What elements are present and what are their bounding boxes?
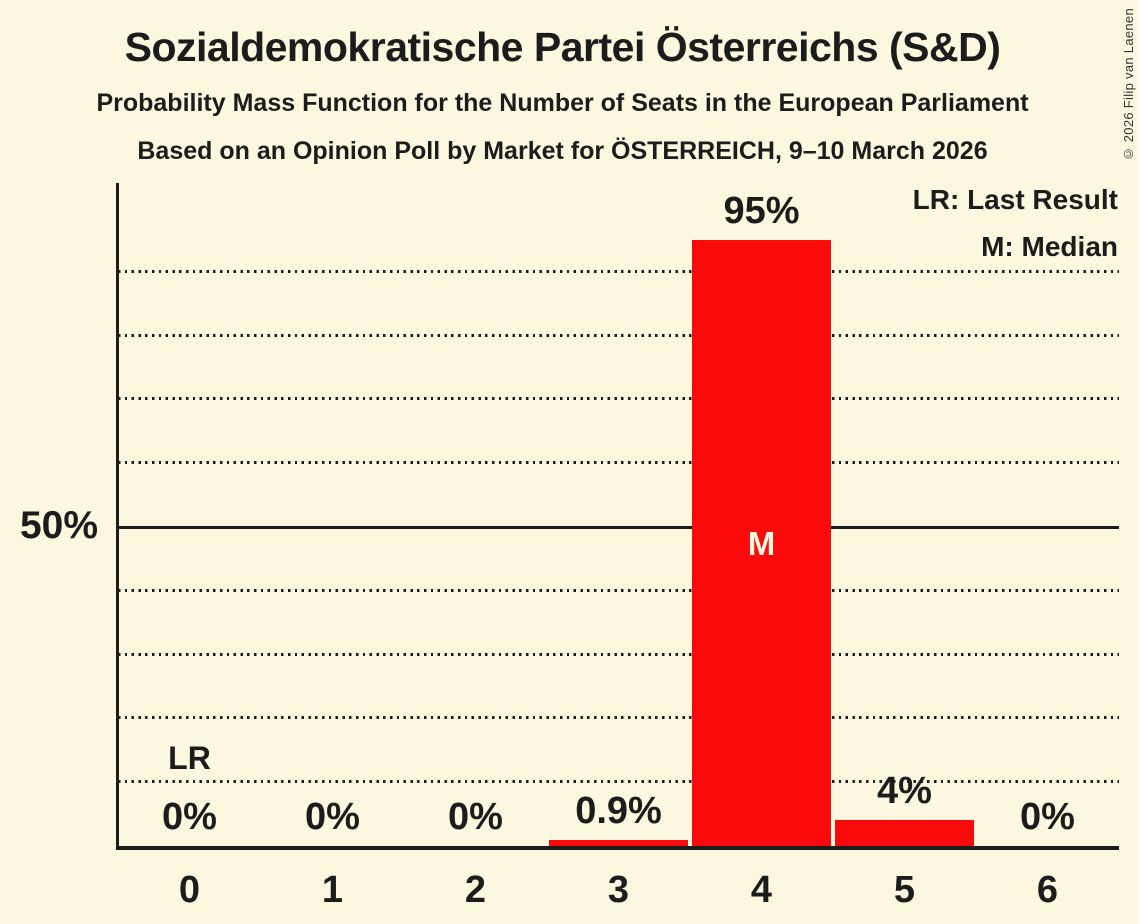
gridline-50pct-solid xyxy=(118,525,1119,529)
x-axis-line xyxy=(116,846,1119,850)
gridline-90pct xyxy=(118,269,1119,273)
gridline-10pct xyxy=(118,780,1119,784)
x-axis-ticks: 0 1 2 3 4 5 6 xyxy=(118,868,1119,914)
bar-value-label-0: 0% xyxy=(162,796,217,838)
bar-value-label-5: 4% xyxy=(877,770,932,813)
x-tick-label-0: 0 xyxy=(178,869,201,911)
bar-value-label-3: 0.9% xyxy=(575,790,662,833)
x-tick-label-3: 3 xyxy=(607,869,630,911)
bar-value-label-6: 0% xyxy=(1020,796,1075,838)
gridline-70pct xyxy=(118,397,1119,401)
bar-value-label-2: 0% xyxy=(448,796,503,838)
bar-value-label-1: 0% xyxy=(305,796,360,838)
bar-seats-5 xyxy=(835,820,974,846)
x-tick-label-6: 6 xyxy=(1036,869,1059,911)
bar-seats-4: M xyxy=(692,239,831,846)
legend-median: M: Median xyxy=(981,231,1118,262)
gridline-20pct xyxy=(118,716,1119,720)
copyright-notice: © 2026 Filip van Laenen xyxy=(1121,8,1136,162)
x-tick-label-2: 2 xyxy=(464,869,487,911)
last-result-marker: LR xyxy=(168,740,211,776)
x-tick-label-1: 1 xyxy=(321,869,344,911)
median-marker: M xyxy=(747,524,776,562)
gridline-40pct xyxy=(118,588,1119,592)
bar-seats-3 xyxy=(549,840,688,846)
legend-last-result: LR: Last Result xyxy=(912,184,1118,215)
x-tick-label-5: 5 xyxy=(893,869,916,911)
x-tick-label-4: 4 xyxy=(750,869,773,911)
gridline-30pct xyxy=(118,652,1119,656)
page-title: Sozialdemokratische Partei Österreichs (… xyxy=(124,24,1001,70)
y-axis-line xyxy=(116,183,119,850)
plot-area: 0% 0% 0% 0.9% M 95% 4% 0% LR xyxy=(116,183,1119,850)
bar-value-label-4: 95% xyxy=(723,189,800,232)
subtitle-poll: Based on an Opinion Poll by Market for Ö… xyxy=(137,137,988,165)
gridline-80pct xyxy=(118,333,1119,337)
subtitle-pmf: Probability Mass Function for the Number… xyxy=(96,89,1029,117)
y-axis-tick-label-50: 50% xyxy=(19,504,98,547)
gridline-60pct xyxy=(118,461,1119,465)
